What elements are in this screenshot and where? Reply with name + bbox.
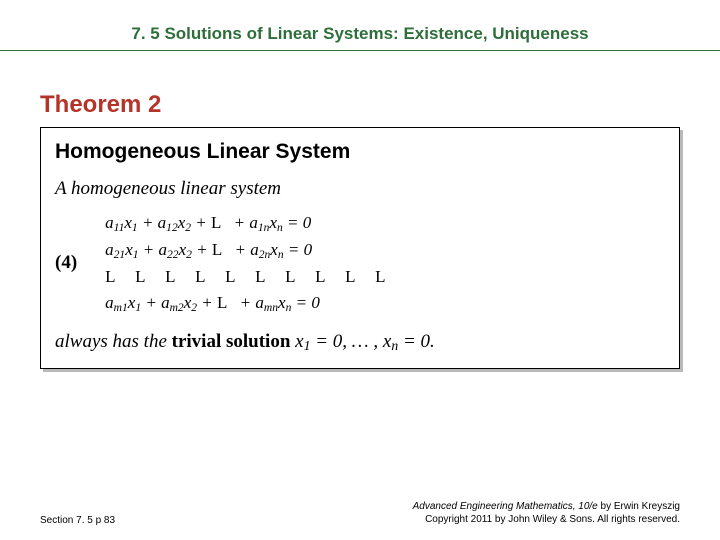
header-underline: [0, 50, 720, 51]
equation-row: L L L L L L L L L L: [105, 264, 393, 290]
box-conclusion: always has the trivial solution x1 = 0, …: [55, 331, 665, 354]
equation-label: (4): [55, 252, 77, 274]
box-lead: A homogeneous linear system: [55, 178, 665, 200]
footer-right-line1: Advanced Engineering Mathematics, 10/e b…: [413, 500, 680, 513]
tail-mid: = 0, … , x: [310, 331, 391, 352]
footer-right-line2: Copyright 2011 by John Wiley & Sons. All…: [413, 513, 680, 526]
equation-block: (4) a11x1 + a12x2 + L + a1nxn = 0a21x1 +…: [55, 210, 665, 317]
footer-left: Section 7. 5 p 83: [40, 515, 115, 526]
book-author: by Erwin Kreyszig: [598, 501, 680, 512]
tail-end: = 0.: [398, 331, 435, 352]
equation-system: a11x1 + a12x2 + L + a1nxn = 0a21x1 + a22…: [105, 210, 393, 317]
slide: 7. 5 Solutions of Linear Systems: Existe…: [0, 0, 720, 540]
tail-bold: trivial solution: [172, 331, 291, 352]
equation-row: a21x1 + a22x2 + L + a2nxn = 0: [105, 237, 393, 264]
tail-var1: x: [290, 331, 303, 352]
tail-prefix: always has the: [55, 331, 172, 352]
section-header: 7. 5 Solutions of Linear Systems: Existe…: [40, 24, 680, 50]
box-title: Homogeneous Linear System: [55, 140, 665, 164]
equation-row: a11x1 + a12x2 + L + a1nxn = 0: [105, 210, 393, 237]
footer-right: Advanced Engineering Mathematics, 10/e b…: [413, 500, 680, 526]
theorem-box: Homogeneous Linear System A homogeneous …: [40, 127, 680, 369]
footer: Section 7. 5 p 83 Advanced Engineering M…: [40, 500, 680, 526]
equation-row: am1x1 + am2x2 + L + amnxn = 0: [105, 290, 393, 317]
theorem-title: Theorem 2: [40, 91, 680, 119]
book-title: Advanced Engineering Mathematics, 10/e: [413, 501, 598, 512]
